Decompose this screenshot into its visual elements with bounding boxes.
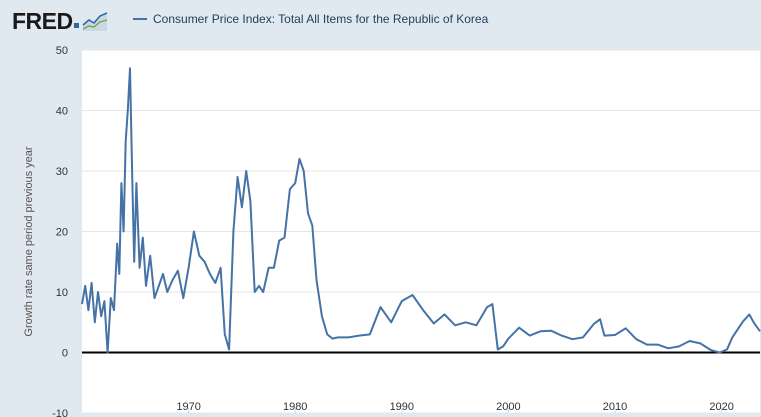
x-tick-label: 2020 <box>709 401 733 413</box>
y-tick-label: 50 <box>56 45 68 57</box>
y-axis-ticks: -10 0 10 20 30 40 50 <box>52 45 68 417</box>
y-tick-label: 20 <box>56 227 68 239</box>
x-tick-label: 1980 <box>283 401 307 413</box>
legend-swatch <box>133 18 147 20</box>
fred-logo-dot <box>73 23 79 28</box>
fred-logo[interactable]: FRED <box>12 7 108 35</box>
chart-header: FRED Consumer Price Index: Total All Ite… <box>0 0 761 40</box>
fred-logo-text: FRED <box>12 8 73 34</box>
chart-legend: Consumer Price Index: Total All Items fo… <box>133 12 488 26</box>
y-tick-label: 40 <box>56 106 68 118</box>
y-tick-label: 30 <box>56 166 68 178</box>
legend-series-label: Consumer Price Index: Total All Items fo… <box>153 12 489 26</box>
series-line-cpi-korea <box>81 67 761 354</box>
x-axis-ticks: 1970 1980 1990 2000 2010 2020 <box>176 401 734 413</box>
y-tick-label: -10 <box>52 408 68 417</box>
x-tick-label: 1970 <box>176 401 200 413</box>
sparkline-icon <box>82 12 107 31</box>
x-tick-label: 2000 <box>496 401 520 413</box>
x-tick-label: 2010 <box>603 401 627 413</box>
y-axis-title: Growth rate same period previous year <box>23 146 35 336</box>
y-tick-label: 10 <box>56 287 68 299</box>
x-tick-label: 1990 <box>390 401 414 413</box>
y-tick-label: 0 <box>62 348 68 360</box>
